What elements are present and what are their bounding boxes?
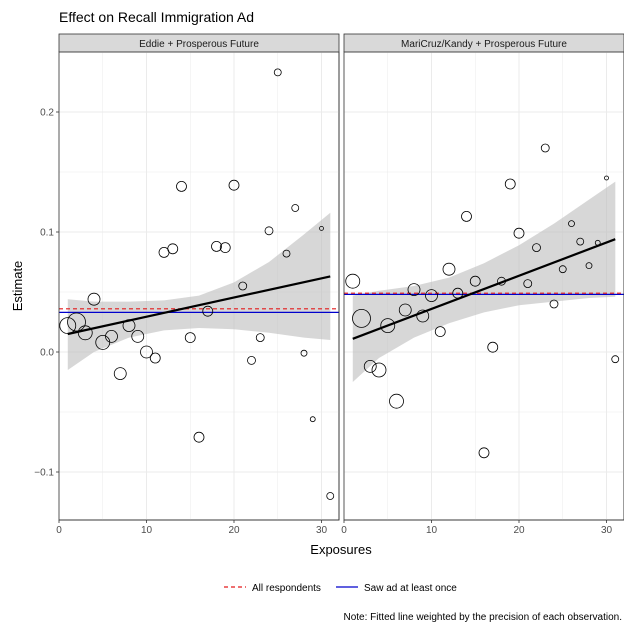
x-tick-label: 10 <box>141 525 153 536</box>
y-tick-label: 0.2 <box>40 108 54 119</box>
data-point <box>371 362 387 378</box>
legend-label-saw-ad: Saw ad at least once <box>364 583 457 594</box>
data-point <box>469 275 481 287</box>
confidence-band-area <box>352 181 616 382</box>
data-point <box>113 367 127 381</box>
data-point <box>540 143 550 153</box>
data-point <box>345 273 361 289</box>
panel-eddie: Eddie + Prosperous Future 0 10 20 30 <box>56 33 340 536</box>
fit-line-path <box>67 275 331 336</box>
data-point <box>149 352 161 364</box>
y-axis: −0.1 0.0 0.1 0.2 <box>34 108 59 479</box>
data-point <box>247 355 256 365</box>
data-point <box>576 237 585 246</box>
confidence-band <box>352 181 616 382</box>
data-point <box>202 305 214 317</box>
data-point <box>352 308 371 328</box>
data-point <box>326 492 335 500</box>
x-tick-label: 20 <box>228 525 240 536</box>
data-point <box>273 68 282 77</box>
data-point <box>184 332 196 344</box>
data-point <box>380 318 396 334</box>
y-axis-title: Estimate <box>10 261 25 312</box>
data-point <box>549 299 559 309</box>
data-point <box>585 262 593 270</box>
data-point <box>434 326 446 338</box>
x-tick-label: 0 <box>56 525 62 536</box>
data-point <box>319 225 324 231</box>
x-tick-label: 20 <box>513 525 525 536</box>
x-axis-title: Exposures <box>310 542 372 557</box>
confidence-band <box>67 212 331 370</box>
x-axis: 0 10 20 30 <box>56 520 327 536</box>
y-tick-label: 0.0 <box>40 348 54 359</box>
data-point <box>131 329 145 343</box>
chart-caption: Note: Fitted line weighted by the precis… <box>344 612 623 622</box>
data-point <box>105 329 118 343</box>
plot-border <box>343 51 624 521</box>
data-point <box>442 262 456 276</box>
data-point <box>282 249 291 258</box>
y-tick-label: 0.1 <box>40 228 54 239</box>
confidence-band-area <box>67 212 331 370</box>
data-point <box>558 265 567 274</box>
data-point <box>264 226 274 236</box>
data-point <box>140 345 153 359</box>
panel-maricruz-kandy: MariCruz/Kandy + Prosperous Future 0 10 20… <box>341 33 624 536</box>
data-point <box>87 292 101 306</box>
data-point <box>363 359 377 373</box>
data-point <box>219 242 231 254</box>
data-point <box>513 227 525 239</box>
data-point <box>478 447 490 459</box>
fit-line-path <box>352 238 616 340</box>
x-tick-label: 10 <box>426 525 438 536</box>
points <box>345 143 620 459</box>
data-point <box>193 431 205 443</box>
legend-label-all-respondents: All respondents <box>252 583 321 594</box>
data-point <box>300 349 308 357</box>
data-point <box>398 303 412 317</box>
data-point <box>611 355 620 364</box>
panel-strip-label: MariCruz/Kandy + Prosperous Future <box>401 39 567 50</box>
data-point <box>211 240 222 252</box>
reference-lines <box>344 292 624 295</box>
data-point <box>604 175 609 181</box>
fit-line <box>67 275 331 336</box>
plot-border <box>58 51 340 521</box>
data-point <box>523 279 533 289</box>
data-point <box>568 220 575 228</box>
data-point <box>487 341 499 353</box>
chart-title: Effect on Recall Immigration Ad <box>59 9 254 25</box>
points <box>59 68 335 500</box>
data-point <box>416 309 430 323</box>
data-point <box>255 333 265 343</box>
data-point <box>425 289 438 303</box>
x-tick-label: 0 <box>341 525 347 536</box>
legend: All respondents Saw ad at least once <box>224 583 457 594</box>
data-point <box>238 281 248 291</box>
x-axis: 0 10 20 30 <box>341 520 612 536</box>
data-point <box>389 393 404 409</box>
data-point <box>461 210 472 222</box>
panel-strip-label: Eddie + Prosperous Future <box>139 39 259 50</box>
fit-line <box>352 238 616 340</box>
data-point <box>167 243 179 255</box>
x-tick-label: 30 <box>316 525 328 536</box>
data-point <box>176 180 187 192</box>
data-point <box>407 283 421 297</box>
y-tick-label: −0.1 <box>34 468 54 479</box>
reference-lines <box>59 308 339 313</box>
data-point <box>504 178 516 190</box>
data-point <box>228 179 240 191</box>
data-point <box>291 204 300 212</box>
x-tick-label: 30 <box>601 525 613 536</box>
data-point <box>309 416 316 423</box>
data-point <box>532 243 541 253</box>
